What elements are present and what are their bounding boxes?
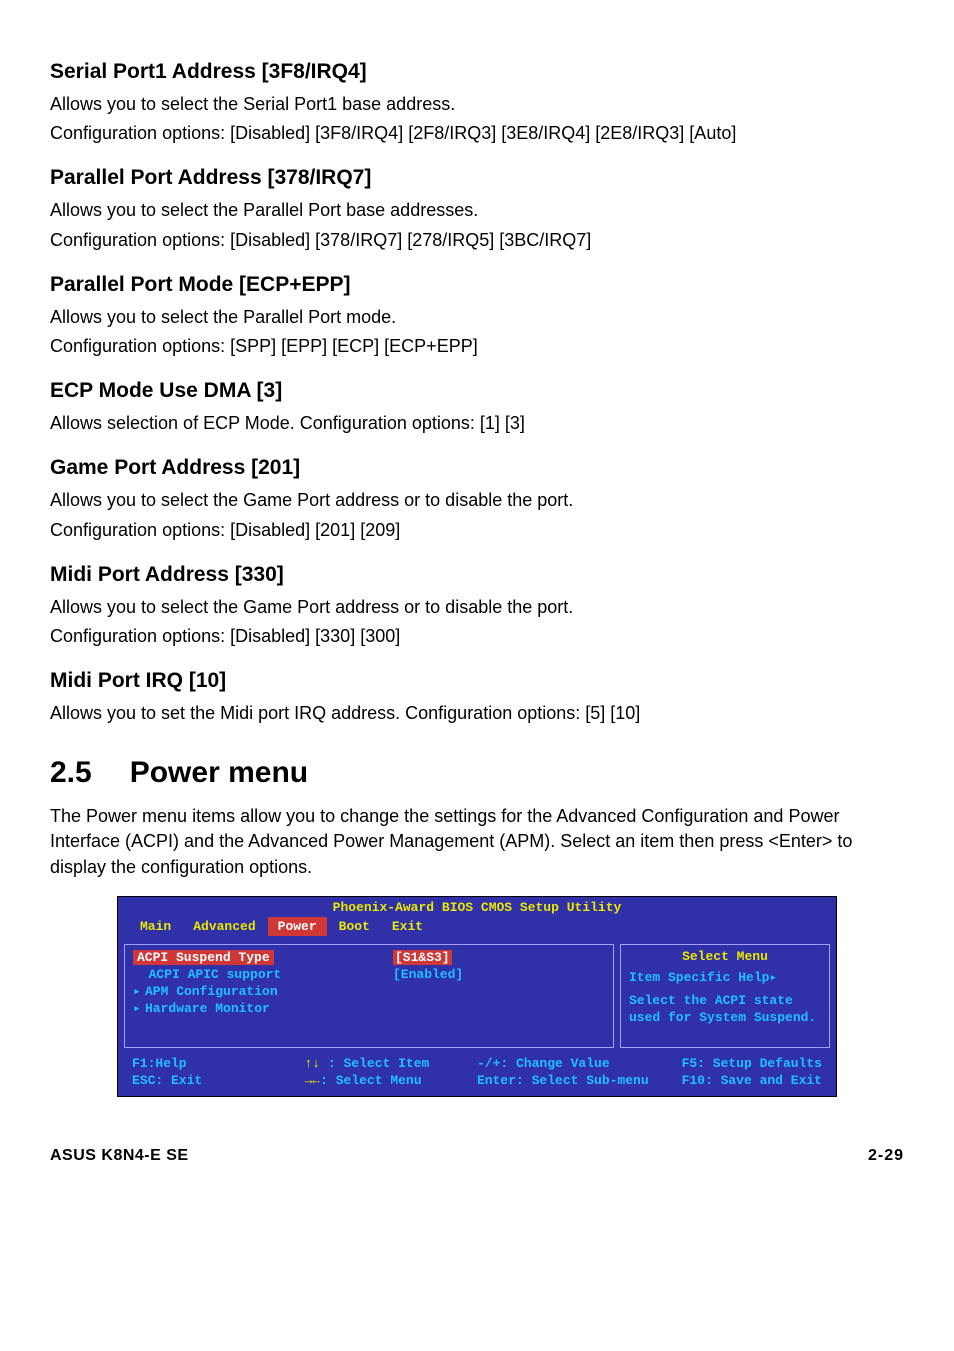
main-heading-text: Power menu (130, 756, 308, 789)
bios-tab-exit[interactable]: Exit (382, 917, 433, 936)
bios-row[interactable]: ▸APM Configuration (125, 983, 613, 1000)
bios-row[interactable]: ▸Hardware Monitor (125, 1000, 613, 1017)
bios-row-label: ▸APM Configuration (133, 984, 393, 999)
bios-footer-select-item: ↑↓ : Select Item (305, 1056, 478, 1073)
bios-footer-change-value: -/+: Change Value (477, 1056, 650, 1073)
bios-right-help-label: Item Specific Help▸ (629, 970, 821, 993)
heading-game-port: Game Port Address [201] (50, 456, 904, 480)
bios-row-value: [S1&S3] (393, 950, 452, 965)
text-ecp-mode-l1: Allows selection of ECP Mode. Configurat… (50, 411, 904, 436)
heading-midi-port-irq: Midi Port IRQ [10] (50, 669, 904, 693)
bios-body: ACPI Suspend Type [S1&S3] ACPI APIC supp… (118, 940, 836, 1052)
text-serial-port1-l2: Configuration options: [Disabled] [3F8/I… (50, 121, 904, 146)
bios-row[interactable]: ACPI Suspend Type [S1&S3] (125, 949, 613, 966)
bios-right-panel: Select Menu Item Specific Help▸ Select t… (620, 944, 830, 1048)
heading-serial-port1: Serial Port1 Address [3F8/IRQ4] (50, 60, 904, 84)
bios-footer-f5: F5: Setup Defaults (650, 1056, 823, 1073)
text-midi-port-irq-l1: Allows you to set the Midi port IRQ addr… (50, 701, 904, 726)
text-game-port-l2: Configuration options: [Disabled] [201] … (50, 518, 904, 543)
heading-midi-port-addr: Midi Port Address [330] (50, 563, 904, 587)
footer-page-number: 2-29 (868, 1147, 904, 1165)
text-parallel-port-addr-l2: Configuration options: [Disabled] [378/I… (50, 228, 904, 253)
bios-screenshot: Phoenix-Award BIOS CMOS Setup Utility Ma… (117, 896, 837, 1097)
heading-parallel-port-addr: Parallel Port Address [378/IRQ7] (50, 166, 904, 190)
text-serial-port1-l1: Allows you to select the Serial Port1 ba… (50, 92, 904, 117)
bios-left-panel: ACPI Suspend Type [S1&S3] ACPI APIC supp… (124, 944, 614, 1048)
bios-footer: F1:Help ESC: Exit ↑↓ : Select Item →←: S… (118, 1052, 836, 1096)
bios-right-help-text: Select the ACPI state used for System Su… (629, 993, 821, 1027)
footer-product: ASUS K8N4-E SE (50, 1147, 189, 1165)
bios-row-label: ACPI Suspend Type (133, 950, 274, 965)
submenu-triangle-icon: ▸ (133, 1001, 145, 1016)
text-game-port-l1: Allows you to select the Game Port addre… (50, 488, 904, 513)
bios-footer-select-menu: →←: Select Menu (305, 1073, 478, 1090)
page-footer: ASUS K8N4-E SE 2-29 (50, 1147, 904, 1165)
bios-title: Phoenix-Award BIOS CMOS Setup Utility (118, 897, 836, 917)
bios-tab-boot[interactable]: Boot (329, 917, 380, 936)
bios-row-label: ACPI APIC support (133, 967, 393, 982)
bios-row[interactable]: ACPI APIC support[Enabled] (125, 966, 613, 983)
text-midi-port-addr-l1: Allows you to select the Game Port addre… (50, 595, 904, 620)
main-heading-number: 2.5 (50, 756, 92, 790)
text-parallel-port-mode-l1: Allows you to select the Parallel Port m… (50, 305, 904, 330)
bios-tab-power[interactable]: Power (268, 917, 327, 936)
intro-text: The Power menu items allow you to change… (50, 804, 904, 880)
heading-parallel-port-mode: Parallel Port Mode [ECP+EPP] (50, 273, 904, 297)
bios-row-value: [Enabled] (393, 967, 463, 982)
bios-footer-f10: F10: Save and Exit (650, 1073, 823, 1090)
bios-row-label: ▸Hardware Monitor (133, 1001, 393, 1016)
bios-footer-select-submenu: Enter: Select Sub-menu (477, 1073, 650, 1090)
text-parallel-port-mode-l2: Configuration options: [SPP] [EPP] [ECP]… (50, 334, 904, 359)
bios-tab-advanced[interactable]: Advanced (183, 917, 265, 936)
bios-tab-main[interactable]: Main (130, 917, 181, 936)
text-parallel-port-addr-l1: Allows you to select the Parallel Port b… (50, 198, 904, 223)
main-heading: 2.5 Power menu (50, 756, 904, 790)
bios-tabs: MainAdvancedPowerBootExit (118, 917, 836, 940)
bios-right-title: Select Menu (629, 949, 821, 970)
heading-ecp-mode: ECP Mode Use DMA [3] (50, 379, 904, 403)
bios-footer-esc: ESC: Exit (132, 1073, 305, 1090)
bios-footer-f1: F1:Help (132, 1056, 305, 1073)
text-midi-port-addr-l2: Configuration options: [Disabled] [330] … (50, 624, 904, 649)
submenu-triangle-icon: ▸ (133, 984, 145, 999)
